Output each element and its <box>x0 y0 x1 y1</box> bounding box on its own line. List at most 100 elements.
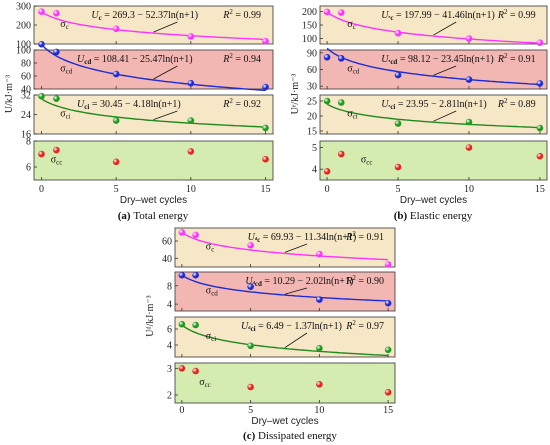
data-point <box>337 99 345 106</box>
data-point <box>112 158 120 166</box>
fit-equation: Uc = 269.3 − 52.37ln(n+1) <box>91 10 198 22</box>
panel-3: 16 24 32 σci Uci = 30.45 − 4.18ln(n+1) R2 = 0… <box>21 91 274 141</box>
data-point <box>187 148 195 155</box>
series-label: σcd <box>347 64 359 76</box>
panel-frame <box>174 362 396 404</box>
x-tick-label: 5 <box>396 184 401 195</box>
data-point <box>394 29 402 37</box>
series-label: σc <box>347 19 356 31</box>
x-axis-label: Dry–wet cycles <box>251 416 318 427</box>
data-point <box>53 48 60 56</box>
panel-1: 40 60 σc Uᵈc = 69.93 − 11.34ln(n+1)R2 = 0.9… <box>162 227 396 268</box>
x-tick-label: 15 <box>383 405 393 416</box>
data-point <box>384 261 392 268</box>
x-tick-label: 5 <box>248 405 253 416</box>
fit-curve <box>181 274 389 302</box>
data-point <box>247 383 254 391</box>
data-point <box>38 92 45 100</box>
fit-equation: Uci = 30.45 − 4.18ln(n+1) <box>77 99 181 111</box>
series-label: σcd <box>206 286 218 298</box>
data-point <box>53 9 60 17</box>
y-tick-label: 200 <box>302 7 317 18</box>
figure-caption: (c) Dissipated energy <box>243 430 337 442</box>
series-label: σci <box>347 109 357 121</box>
data-point <box>112 70 120 78</box>
y-tick-label: 200 <box>16 21 31 32</box>
data-point <box>323 53 331 61</box>
data-point <box>384 299 392 307</box>
y-tick-label: 24 <box>21 110 31 121</box>
fit-equation: Uᵉc = 197.99 − 41.46ln(n+1) <box>381 10 495 22</box>
y-tick-label: 60 <box>162 237 172 248</box>
series-label: σcd <box>60 64 72 76</box>
r-squared: R2 = 0.92 <box>222 97 261 110</box>
r-squared: R2 = 0.99 <box>222 8 261 21</box>
y-tick-label: 15 <box>307 127 317 138</box>
data-point <box>337 55 345 62</box>
data-point <box>247 342 254 350</box>
series-label: σcc <box>361 155 373 167</box>
y-axis-label: Uᵈ/kJ·m⁻³ <box>145 295 156 336</box>
fit-equation: Uᵈcd = 10.29 − 2.02ln(n+1) <box>245 276 353 288</box>
figure-caption: (a) Total energy <box>118 210 189 222</box>
panel-4: 6 8 σcc <box>26 137 274 181</box>
data-point <box>53 146 60 154</box>
panel-1: 100 150 200 σc Uᵉc = 197.99 − 41.46ln(n+1) R2… <box>302 5 548 46</box>
data-point <box>187 33 195 40</box>
panel-1: 100 200 300 σc Uc = 269.3 − 52.37ln(n+1) R2 =… <box>16 2 274 51</box>
fit-curve <box>41 44 266 92</box>
panel-frame <box>174 271 396 312</box>
data-point <box>178 320 186 328</box>
y-tick-label: 30 <box>307 82 317 93</box>
r-squared: R2 = 0.89 <box>497 97 536 110</box>
fit-curve <box>326 47 540 86</box>
y-tick-label: 80 <box>21 59 31 70</box>
y-tick-label: 60 <box>307 65 317 76</box>
x-tick-label: 5 <box>114 184 119 195</box>
data-point <box>316 344 323 352</box>
fit-curve <box>181 231 389 261</box>
data-point <box>192 321 199 329</box>
y-tick-label: 6 <box>167 325 172 336</box>
panel-3: 15 20 25 σci Uᵉci = 23.95 − 2.81ln(n+1) R2 = … <box>307 94 548 138</box>
y-tick-label: 20 <box>307 112 317 123</box>
data-point <box>178 229 186 236</box>
data-point <box>384 389 392 396</box>
y-tick-label: 300 <box>16 2 31 13</box>
series-label: σci <box>206 331 216 343</box>
data-point <box>316 296 323 303</box>
data-point <box>192 271 199 279</box>
data-point <box>247 283 254 290</box>
x-axis-label: Dry–wet cycles <box>120 195 187 206</box>
panel-3: 4 6 σci Uᵈci = 6.49 − 1.37ln(n+1) R2 = 0.97 <box>167 316 396 358</box>
data-point <box>536 152 544 160</box>
x-tick-label: 15 <box>535 184 545 195</box>
y-tick-label: 25 <box>307 97 317 108</box>
data-point <box>38 40 45 48</box>
x-tick-label: 0 <box>325 184 330 195</box>
panel-2: 4 8 σcd Uᵈcd = 10.29 − 2.02ln(n+1)R2 = 0.90 <box>167 271 396 312</box>
leader-line <box>153 21 178 33</box>
fit-curve <box>41 98 266 128</box>
x-tick-label: 0 <box>179 405 184 416</box>
y-tick-label: 5 <box>312 143 317 154</box>
panel-frame <box>319 49 548 90</box>
y-tick-label: 3 <box>167 364 172 375</box>
y-tick-label: 6 <box>26 163 31 174</box>
y-tick-label: 90 <box>307 48 317 59</box>
data-point <box>262 83 269 91</box>
data-point <box>187 117 195 124</box>
data-point <box>262 124 269 132</box>
data-point <box>323 8 331 16</box>
data-point <box>465 76 473 83</box>
x-tick-label: 10 <box>464 184 474 195</box>
r-squared: R2 = 0.91 <box>345 230 384 243</box>
r-squared: R2 = 0.97 <box>345 319 384 332</box>
x-tick-label: 0 <box>39 184 44 195</box>
y-tick-label: 8 <box>26 137 31 148</box>
data-point <box>337 150 345 158</box>
r-squared: R2 = 0.91 <box>497 52 536 65</box>
data-point <box>323 168 331 175</box>
leader-line <box>284 332 308 348</box>
